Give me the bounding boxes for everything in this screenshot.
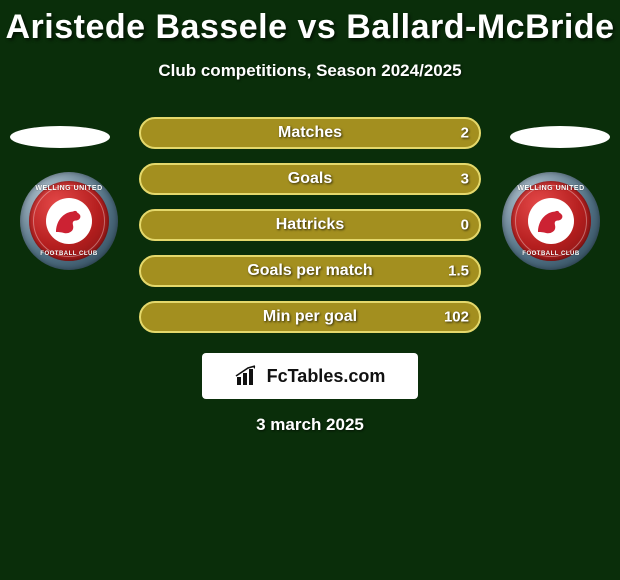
- brand-text: FcTables.com: [267, 366, 386, 387]
- stats-area: Matches 2 Goals 3 Hattricks 0 Goals per match 1…: [0, 117, 620, 435]
- stat-bar-label: Goals: [288, 170, 332, 188]
- stat-bar: Goals 3: [139, 163, 481, 195]
- stat-bar: Goals per match 1.5: [139, 255, 481, 287]
- stat-bar-label: Goals per match: [247, 262, 372, 280]
- stat-bar-right-value: 102: [444, 309, 469, 326]
- brand-box[interactable]: FcTables.com: [202, 353, 418, 399]
- stat-bar: Min per goal 102: [139, 301, 481, 333]
- stat-bar-right-value: 2: [461, 125, 469, 142]
- stat-bar: Matches 2: [139, 117, 481, 149]
- stat-bar: Hattricks 0: [139, 209, 481, 241]
- stat-bar-right-value: 1.5: [448, 263, 469, 280]
- date-text: 3 march 2025: [0, 415, 620, 435]
- stat-bar-label: Hattricks: [276, 216, 344, 234]
- stat-bar-label: Matches: [278, 124, 342, 142]
- page-title: Aristede Bassele vs Ballard-McBride: [0, 0, 620, 47]
- page-subtitle: Club competitions, Season 2024/2025: [0, 61, 620, 81]
- stat-bars: Matches 2 Goals 3 Hattricks 0 Goals per match 1…: [139, 117, 481, 333]
- stat-bar-right-value: 3: [461, 171, 469, 188]
- comparison-infographic: Aristede Bassele vs Ballard-McBride Club…: [0, 0, 620, 580]
- stat-bar-label: Min per goal: [263, 308, 357, 326]
- stat-bar-right-value: 0: [461, 217, 469, 234]
- bar-chart-icon: [235, 365, 261, 387]
